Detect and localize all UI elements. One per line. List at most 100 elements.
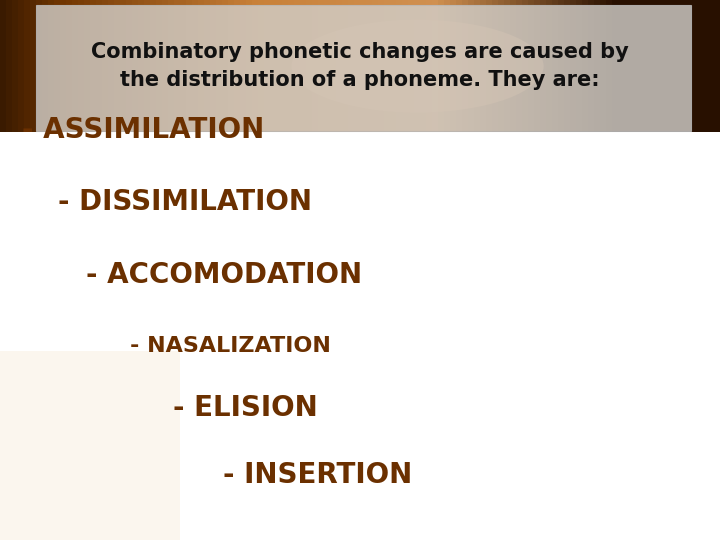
Bar	[132, 0, 140, 132]
Bar	[228, 0, 235, 132]
Bar	[438, 0, 446, 132]
Bar	[288, 0, 295, 132]
Bar	[318, 0, 325, 132]
Bar	[486, 0, 493, 132]
Bar	[462, 0, 469, 132]
Bar	[660, 0, 667, 132]
Text: - ACCOMODATION: - ACCOMODATION	[86, 261, 363, 289]
Bar	[240, 0, 248, 132]
Bar	[96, 0, 104, 132]
Bar	[312, 0, 320, 132]
Bar	[408, 0, 415, 132]
Bar	[564, 0, 572, 132]
Bar	[12, 0, 19, 132]
Bar	[654, 0, 662, 132]
Bar	[702, 0, 709, 132]
Bar	[588, 0, 595, 132]
Bar	[258, 0, 266, 132]
Bar	[300, 0, 307, 132]
Bar	[714, 0, 720, 132]
Bar	[402, 0, 410, 132]
Bar	[156, 0, 163, 132]
Bar	[276, 0, 284, 132]
Bar	[384, 0, 392, 132]
Text: - INSERTION: - INSERTION	[223, 461, 413, 489]
Bar	[348, 0, 356, 132]
Bar	[450, 0, 457, 132]
Bar	[204, 0, 212, 132]
Bar	[558, 0, 565, 132]
Text: - ELISION: - ELISION	[173, 394, 318, 422]
Bar	[474, 0, 482, 132]
Bar	[72, 0, 79, 132]
Bar	[624, 0, 631, 132]
Bar	[270, 0, 277, 132]
Bar	[126, 0, 133, 132]
Bar	[570, 0, 577, 132]
Bar	[162, 0, 169, 132]
Bar	[420, 0, 428, 132]
Bar	[378, 0, 385, 132]
Bar	[630, 0, 637, 132]
Bar	[246, 0, 253, 132]
Bar	[600, 0, 608, 132]
Bar	[24, 0, 32, 132]
Bar	[534, 0, 541, 132]
Bar	[522, 0, 529, 132]
Bar	[36, 0, 43, 132]
Bar	[552, 0, 559, 132]
Text: Combinatory phonetic changes are caused by
the distribution of a phoneme. They a: Combinatory phonetic changes are caused …	[91, 42, 629, 90]
Bar	[396, 0, 403, 132]
Bar	[330, 0, 338, 132]
Bar	[342, 0, 349, 132]
Bar	[180, 0, 187, 132]
Bar	[636, 0, 644, 132]
Bar	[0, 0, 7, 132]
Bar	[282, 0, 289, 132]
Bar	[540, 0, 547, 132]
Bar	[336, 0, 343, 132]
Bar	[672, 0, 680, 132]
Bar	[252, 0, 259, 132]
Bar	[510, 0, 518, 132]
Bar	[468, 0, 475, 132]
Bar	[138, 0, 145, 132]
Text: - DISSIMILATION: - DISSIMILATION	[58, 188, 312, 217]
Bar	[648, 0, 655, 132]
Bar	[516, 0, 523, 132]
Bar	[666, 0, 673, 132]
Bar	[264, 0, 271, 132]
Bar	[684, 0, 691, 132]
Bar	[414, 0, 421, 132]
Bar	[492, 0, 500, 132]
Bar	[216, 0, 223, 132]
Bar	[84, 0, 91, 132]
Text: - ASSIMILATION: - ASSIMILATION	[22, 116, 264, 144]
Bar	[114, 0, 122, 132]
Bar	[498, 0, 505, 132]
Bar	[678, 0, 685, 132]
Bar	[60, 0, 68, 132]
Bar	[708, 0, 716, 132]
Bar	[612, 0, 619, 132]
Bar	[480, 0, 487, 132]
Bar	[642, 0, 649, 132]
Bar	[174, 0, 181, 132]
Bar	[48, 0, 55, 132]
Bar	[426, 0, 433, 132]
Bar	[366, 0, 374, 132]
Bar	[696, 0, 703, 132]
Bar	[66, 0, 73, 132]
Bar	[144, 0, 151, 132]
Bar	[594, 0, 601, 132]
Bar	[372, 0, 379, 132]
Bar	[210, 0, 217, 132]
Text: - NASALIZATION: - NASALIZATION	[130, 335, 330, 356]
Bar	[390, 0, 397, 132]
Bar	[504, 0, 511, 132]
Bar	[198, 0, 205, 132]
Bar	[42, 0, 50, 132]
Bar	[618, 0, 626, 132]
Bar	[576, 0, 583, 132]
Bar	[234, 0, 241, 132]
